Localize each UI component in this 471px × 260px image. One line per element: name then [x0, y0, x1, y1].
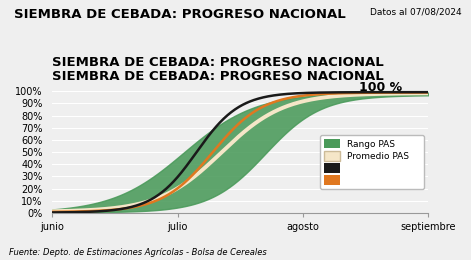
Text: SIEMBRA DE CEBADA: PROGRESO NACIONAL: SIEMBRA DE CEBADA: PROGRESO NACIONAL — [52, 70, 384, 83]
Text: Datos al 07/08/2024: Datos al 07/08/2024 — [370, 8, 462, 17]
Text: SIEMBRA DE CEBADA: PROGRESO NACIONAL: SIEMBRA DE CEBADA: PROGRESO NACIONAL — [52, 56, 384, 69]
Text: 100 %: 100 % — [359, 81, 402, 94]
Text: Fuente: Depto. de Estimaciones Agrícolas - Bolsa de Cereales: Fuente: Depto. de Estimaciones Agrícolas… — [9, 248, 267, 257]
Legend: Rango PAS, Promedio PAS, Avance 2024-25, Avance 2023-24: Rango PAS, Promedio PAS, Avance 2024-25,… — [320, 135, 424, 189]
Text: SIEMBRA DE CEBADA: PROGRESO NACIONAL: SIEMBRA DE CEBADA: PROGRESO NACIONAL — [14, 8, 346, 21]
